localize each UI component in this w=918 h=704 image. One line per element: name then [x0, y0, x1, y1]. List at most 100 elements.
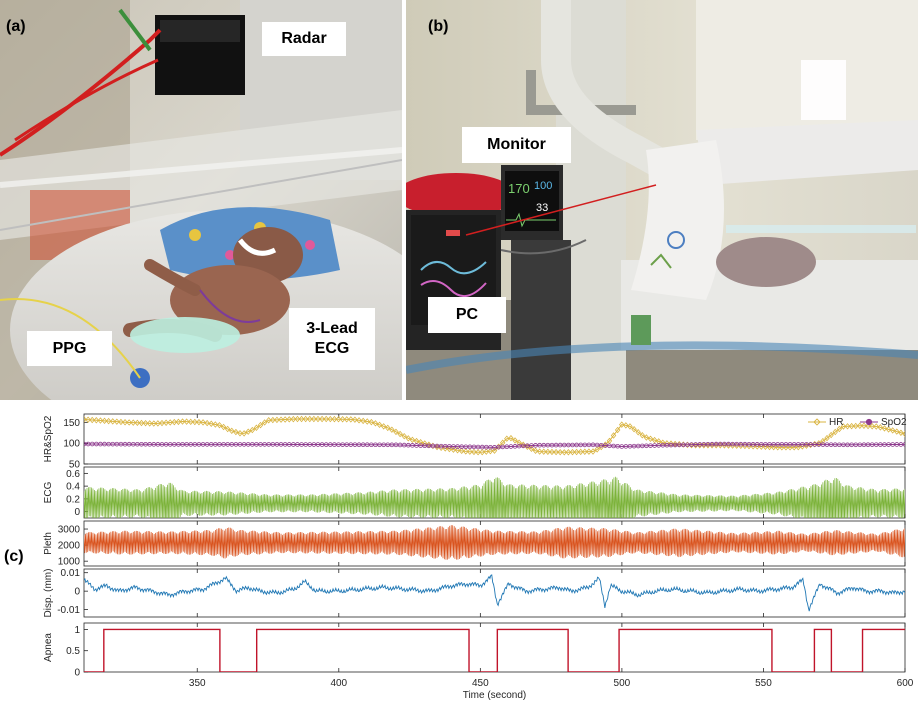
hr-point	[204, 419, 210, 427]
y-tick-label: 3000	[58, 525, 81, 536]
ecg-signal-line	[84, 476, 905, 518]
hr-point	[393, 428, 399, 436]
subplot-frame	[83, 413, 906, 465]
y-axis-label: ECG	[43, 481, 54, 503]
hr-point	[376, 421, 383, 429]
hr-point	[286, 416, 292, 423]
hr-point	[894, 428, 900, 435]
hr-point	[861, 422, 867, 429]
hr-point	[110, 418, 116, 425]
hr-point	[614, 426, 621, 434]
hr-point	[512, 437, 518, 444]
y-axis-label: Pleth	[43, 532, 54, 555]
hr-point	[643, 434, 650, 441]
radar-callout: Radar	[262, 22, 346, 56]
pc-callout: PC	[428, 297, 506, 333]
subplot-frame	[83, 622, 906, 673]
hr-point	[889, 427, 896, 434]
hr-point	[372, 420, 379, 427]
y-tick-label: 0	[74, 587, 80, 598]
y-tick-label: 50	[69, 460, 81, 471]
hr-point	[331, 415, 338, 423]
y-tick-label: 0.2	[66, 494, 80, 505]
legend-label: HR	[829, 417, 843, 428]
hr-point	[610, 432, 617, 439]
legend-label: SpO2	[881, 417, 907, 428]
hr-point	[479, 448, 485, 456]
subplot-apnea: 0 0.5 1 350 400 450 500 550 600 Apnea	[43, 622, 914, 689]
hr-point	[816, 440, 822, 447]
photo-panel-b: 170 100 33 (b) Monitor PC	[406, 0, 918, 400]
hr-point	[508, 434, 514, 442]
ecg-callout-line2: ECG	[314, 340, 350, 357]
hr-point	[877, 424, 884, 431]
hr-point	[557, 448, 563, 456]
hr-point	[97, 417, 104, 424]
hr-point	[520, 441, 526, 448]
hr-point	[775, 444, 781, 451]
hr-point	[233, 428, 239, 436]
hr-point	[241, 430, 247, 437]
y-tick-label: -0.01	[57, 605, 80, 616]
plot-area	[84, 525, 905, 560]
hr-point	[138, 419, 145, 427]
hr-point	[257, 421, 264, 429]
x-tick-label: 400	[330, 678, 347, 689]
hr-point	[820, 437, 826, 445]
hr-point	[266, 416, 272, 424]
y-tick-label: 0	[74, 507, 80, 518]
hr-point	[302, 415, 309, 423]
hr-point	[828, 431, 834, 439]
hr-point	[323, 415, 329, 423]
y-tick-label: 2000	[58, 541, 81, 552]
hr-point	[532, 447, 539, 455]
ecg-callout: 3-Lead ECG	[289, 308, 375, 370]
panel-c-label: (c)	[4, 548, 24, 565]
hr-point	[577, 448, 584, 456]
hr-point	[405, 435, 412, 442]
hr-point	[249, 426, 256, 434]
plot-area	[84, 628, 905, 672]
hr-point	[179, 418, 186, 425]
hr-point	[483, 448, 490, 455]
hr-point	[229, 427, 235, 435]
hr-point	[655, 438, 662, 445]
hr-point	[594, 446, 600, 453]
hr-point	[311, 415, 317, 423]
hr-point	[590, 448, 596, 455]
hr-point	[290, 415, 297, 423]
hr-point	[869, 423, 875, 430]
hr-point	[389, 426, 395, 433]
hr-point	[85, 416, 91, 423]
y-tick-label: 0.5	[66, 646, 80, 657]
hr-point	[541, 448, 547, 455]
y-tick-label: 150	[63, 418, 80, 429]
hr-point	[565, 449, 572, 456]
hr-point	[824, 434, 830, 442]
hr-point	[175, 418, 182, 426]
hr-point	[454, 447, 461, 454]
hr-point	[343, 416, 350, 423]
ecg-callout-line1: 3-Lead	[306, 320, 358, 337]
panel-b-label: (b)	[428, 18, 449, 35]
nicu-room-photo: 170 100 33	[406, 0, 918, 400]
x-tick-label: 550	[755, 678, 772, 689]
photo-panel-a: (a) Radar PPG 3-Lead ECG	[0, 0, 402, 400]
y-tick-label: 1	[74, 625, 80, 636]
hr-point	[471, 448, 477, 456]
hr-point	[126, 419, 132, 426]
y-axis-label: Apnea	[43, 633, 54, 662]
hr-point	[553, 448, 559, 456]
hr-point	[339, 416, 346, 423]
hr-point	[151, 420, 157, 427]
hr-point	[491, 447, 498, 454]
pleth-signal-line	[84, 525, 905, 560]
hr-point	[467, 448, 473, 455]
hr-point	[619, 421, 625, 428]
hr-point	[237, 430, 243, 437]
hr-point	[561, 449, 568, 456]
hr-point	[635, 429, 641, 436]
hr-point	[224, 425, 231, 433]
hr-point	[840, 423, 847, 430]
y-tick-label: 1000	[58, 557, 81, 568]
